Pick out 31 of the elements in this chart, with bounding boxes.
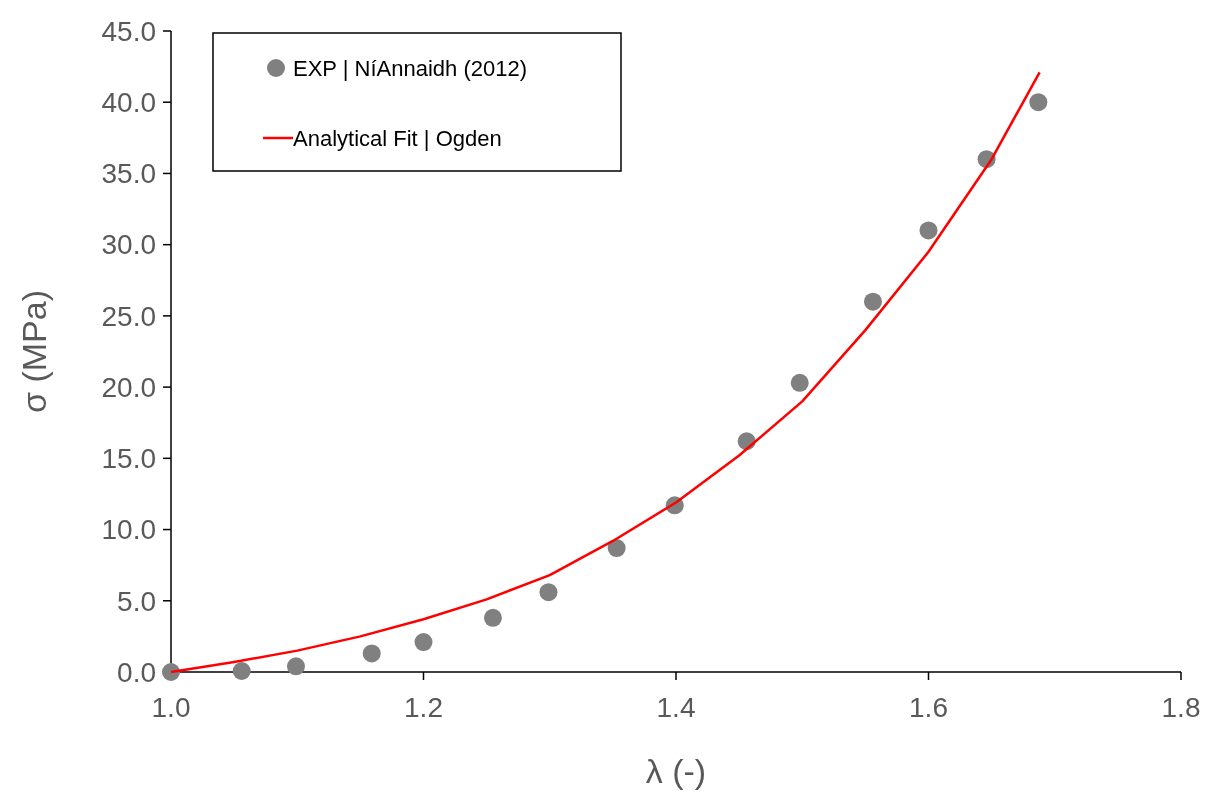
point	[162, 663, 180, 681]
y-tick-label: 0.0	[117, 656, 156, 688]
legend-label: Analytical Fit | Ogden	[293, 125, 502, 151]
x-axis-title: λ (-)	[645, 752, 707, 790]
y-axis-title: σ (MPa)	[15, 290, 53, 413]
y-tick-label: 15.0	[101, 443, 156, 475]
point	[483, 608, 502, 627]
y-tick-label: 5.0	[117, 585, 156, 617]
y-tick-label: 45.0	[101, 15, 156, 47]
x-tick-label: 1.8	[1161, 692, 1201, 723]
y-tick-label: 10.0	[101, 514, 156, 546]
y-tick-label: 40.0	[101, 87, 156, 119]
x-tick-label: 1.0	[151, 692, 191, 723]
y-tick-label: 30.0	[101, 229, 156, 261]
y-tick-label: 35.0	[101, 158, 156, 190]
point	[539, 583, 558, 602]
point	[863, 292, 882, 311]
point	[607, 539, 626, 558]
point	[362, 644, 381, 663]
point	[919, 221, 938, 240]
point	[232, 662, 251, 680]
x-tick-label: 1.6	[909, 692, 948, 723]
point	[414, 633, 433, 652]
x-tick-label: 1.4	[656, 692, 696, 723]
y-tick-label: 25.0	[101, 300, 156, 332]
point	[1029, 93, 1048, 112]
legend-label: EXP | NíAnnaidh (2012)	[293, 55, 528, 81]
point	[790, 373, 809, 392]
x-tick-label: 1.2	[404, 692, 443, 723]
y-tick-label: 20.0	[101, 371, 156, 403]
point	[286, 657, 305, 676]
